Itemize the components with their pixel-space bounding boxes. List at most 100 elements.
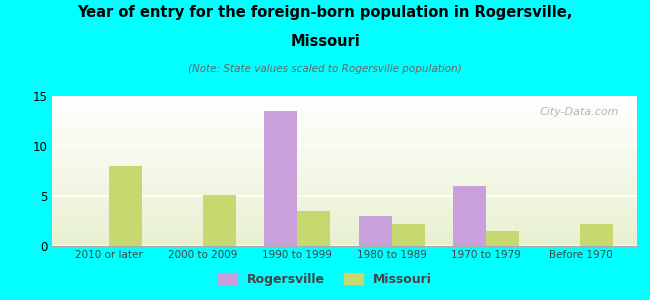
Bar bbox=[52, 120, 637, 122]
Bar bbox=[52, 242, 637, 243]
Bar bbox=[52, 168, 637, 170]
Bar bbox=[52, 154, 637, 156]
Bar bbox=[109, 166, 142, 246]
Bar bbox=[52, 142, 637, 144]
Bar bbox=[52, 130, 637, 132]
Bar bbox=[52, 225, 637, 226]
Bar bbox=[52, 180, 637, 182]
Bar bbox=[52, 111, 637, 112]
Bar bbox=[52, 184, 637, 186]
Bar bbox=[52, 174, 637, 176]
Bar bbox=[52, 178, 637, 180]
Bar bbox=[52, 222, 637, 224]
Bar bbox=[52, 196, 637, 198]
Text: (Note: State values scaled to Rogersville population): (Note: State values scaled to Rogersvill… bbox=[188, 64, 462, 74]
Bar bbox=[52, 160, 637, 162]
Bar bbox=[52, 150, 637, 152]
Bar bbox=[52, 176, 637, 177]
Bar bbox=[52, 103, 637, 105]
Bar bbox=[52, 219, 637, 220]
Bar bbox=[52, 100, 637, 102]
Bar bbox=[52, 214, 637, 216]
Bar bbox=[265, 111, 297, 246]
Bar bbox=[52, 132, 637, 134]
Legend: Rogersville, Missouri: Rogersville, Missouri bbox=[213, 268, 437, 291]
Bar bbox=[52, 236, 637, 237]
Bar bbox=[52, 164, 637, 165]
Bar bbox=[52, 240, 637, 242]
Bar bbox=[52, 136, 637, 138]
Bar bbox=[52, 212, 637, 213]
Bar bbox=[52, 231, 637, 232]
Bar bbox=[52, 238, 637, 240]
Bar bbox=[52, 237, 637, 238]
Bar bbox=[52, 243, 637, 244]
Bar bbox=[52, 244, 637, 246]
Bar bbox=[52, 171, 637, 172]
Bar bbox=[52, 218, 637, 219]
Bar bbox=[52, 116, 637, 117]
Bar bbox=[52, 213, 637, 214]
Bar bbox=[52, 117, 637, 118]
Text: Year of entry for the foreign-born population in Rogersville,: Year of entry for the foreign-born popul… bbox=[77, 4, 573, 20]
Bar bbox=[52, 188, 637, 189]
Bar bbox=[52, 124, 637, 126]
Bar bbox=[52, 216, 637, 218]
Bar bbox=[52, 102, 637, 104]
Bar bbox=[52, 156, 637, 158]
Bar bbox=[52, 167, 637, 168]
Bar bbox=[52, 153, 637, 154]
Bar bbox=[52, 128, 637, 129]
Bar bbox=[52, 114, 637, 116]
Bar bbox=[52, 169, 637, 171]
Bar bbox=[52, 202, 637, 204]
Bar bbox=[52, 129, 637, 130]
Bar bbox=[52, 148, 637, 150]
Bar bbox=[52, 220, 637, 222]
Bar bbox=[52, 105, 637, 106]
Bar bbox=[52, 183, 637, 184]
Bar bbox=[52, 230, 637, 231]
Bar bbox=[52, 195, 637, 196]
Bar bbox=[52, 165, 637, 166]
Bar bbox=[52, 194, 637, 195]
Text: Missouri: Missouri bbox=[290, 34, 360, 50]
Bar bbox=[359, 216, 392, 246]
Bar bbox=[52, 226, 637, 228]
Bar bbox=[52, 123, 637, 124]
Bar bbox=[52, 146, 637, 147]
Bar bbox=[52, 99, 637, 100]
Bar bbox=[392, 224, 424, 246]
Bar bbox=[52, 192, 637, 194]
Bar bbox=[52, 110, 637, 111]
Bar bbox=[52, 134, 637, 135]
Bar bbox=[52, 228, 637, 230]
Bar bbox=[52, 135, 637, 136]
Text: City-Data.com: City-Data.com bbox=[540, 106, 619, 116]
Bar bbox=[52, 177, 637, 178]
Bar bbox=[52, 96, 637, 98]
Bar bbox=[52, 207, 637, 208]
Bar bbox=[52, 162, 637, 164]
Bar bbox=[52, 122, 637, 123]
Bar bbox=[52, 159, 637, 160]
Bar bbox=[52, 158, 637, 159]
Bar bbox=[52, 147, 637, 148]
Bar bbox=[52, 106, 637, 108]
Bar bbox=[203, 195, 236, 246]
Bar bbox=[52, 201, 637, 202]
Bar bbox=[52, 232, 637, 234]
Bar bbox=[52, 182, 637, 183]
Bar bbox=[52, 118, 637, 120]
Bar bbox=[52, 108, 637, 110]
Bar bbox=[52, 126, 637, 128]
Bar bbox=[52, 152, 637, 153]
Bar bbox=[52, 140, 637, 141]
Bar bbox=[453, 186, 486, 246]
Bar bbox=[52, 98, 637, 99]
Bar bbox=[52, 208, 637, 210]
Bar bbox=[297, 211, 330, 246]
Bar bbox=[52, 189, 637, 190]
Bar bbox=[52, 234, 637, 236]
Bar bbox=[52, 206, 637, 207]
